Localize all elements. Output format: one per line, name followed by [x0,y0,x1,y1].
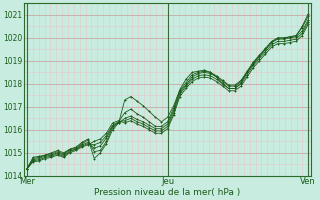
X-axis label: Pression niveau de la mer( hPa ): Pression niveau de la mer( hPa ) [94,188,241,197]
